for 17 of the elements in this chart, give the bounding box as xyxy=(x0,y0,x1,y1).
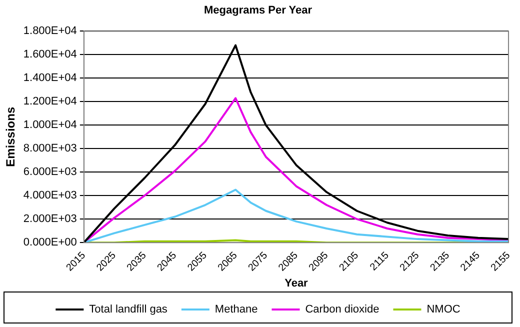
y-tick-label: 4.000E+03 xyxy=(23,190,77,202)
y-tick-label: 1.400E+04 xyxy=(23,72,77,84)
y-axis-title: Emissions xyxy=(4,106,18,167)
y-tick-label: 0.000E+00 xyxy=(23,236,77,249)
legend-label: Total landfill gas xyxy=(89,304,168,316)
legend-label: Methane xyxy=(214,304,258,316)
legend-label: NMOC xyxy=(426,304,460,316)
chart-title: Megagrams Per Year xyxy=(204,4,313,17)
y-tick-label: 2.000E+03 xyxy=(23,213,77,226)
x-axis-title: Year xyxy=(284,277,309,290)
y-tick-label: 1.800E+04 xyxy=(23,25,77,38)
y-tick-label: 1.200E+04 xyxy=(23,96,77,108)
y-tick-label: 1.600E+04 xyxy=(23,48,77,61)
y-tick-label: 8.000E+03 xyxy=(23,142,77,155)
y-tick-label: 1.000E+04 xyxy=(23,119,77,132)
legend-label: Carbon dioxide xyxy=(305,304,380,316)
y-tick-label: 6.000E+03 xyxy=(23,166,77,178)
